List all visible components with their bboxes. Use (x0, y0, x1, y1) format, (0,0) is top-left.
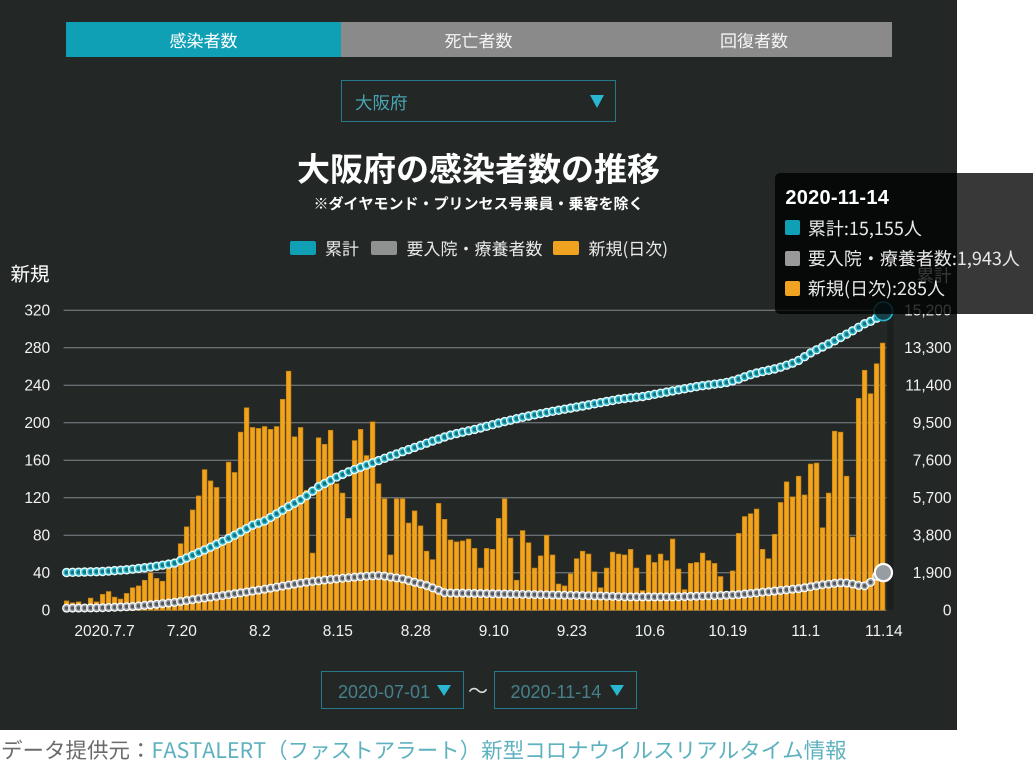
svg-text:120: 120 (24, 490, 50, 507)
svg-text:7.20: 7.20 (167, 623, 198, 640)
svg-text:240: 240 (24, 378, 50, 395)
svg-text:0: 0 (42, 603, 51, 620)
svg-text:8.2: 8.2 (249, 623, 271, 640)
svg-text:40: 40 (33, 565, 51, 582)
svg-text:11.14: 11.14 (865, 623, 903, 640)
svg-text:5,700: 5,700 (913, 490, 952, 507)
svg-text:9.10: 9.10 (479, 623, 510, 640)
svg-text:10.19: 10.19 (708, 623, 747, 640)
svg-text:7,600: 7,600 (913, 453, 952, 470)
svg-text:新規: 新規 (11, 258, 50, 287)
svg-text:11,400: 11,400 (905, 378, 952, 395)
svg-text:0: 0 (943, 603, 952, 620)
svg-text:160: 160 (24, 453, 50, 470)
svg-text:80: 80 (33, 528, 51, 545)
svg-text:13,300: 13,300 (904, 340, 952, 357)
svg-text:8.28: 8.28 (401, 623, 431, 640)
svg-text:9,500: 9,500 (913, 415, 952, 432)
svg-text:1,900: 1,900 (913, 565, 952, 582)
svg-text:2020.7.7: 2020.7.7 (74, 623, 134, 640)
svg-text:10.6: 10.6 (635, 623, 665, 640)
svg-text:3,800: 3,800 (913, 528, 952, 545)
svg-text:320: 320 (24, 303, 50, 320)
svg-text:200: 200 (24, 415, 50, 432)
svg-text:11.1: 11.1 (791, 623, 820, 640)
svg-text:8.15: 8.15 (323, 623, 353, 640)
svg-text:280: 280 (24, 340, 50, 357)
svg-text:9.23: 9.23 (557, 623, 587, 640)
